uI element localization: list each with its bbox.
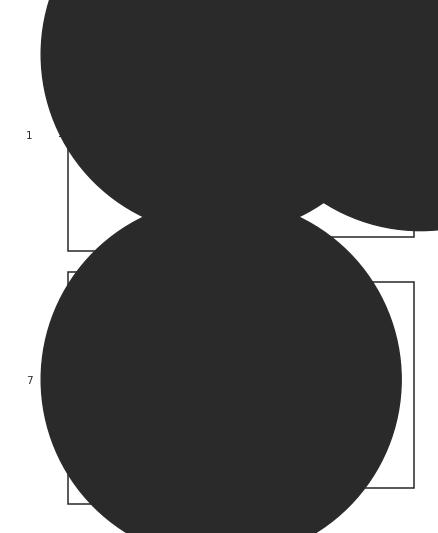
Circle shape — [353, 386, 357, 390]
FancyBboxPatch shape — [253, 110, 299, 136]
Circle shape — [271, 391, 275, 394]
Circle shape — [260, 384, 263, 388]
Text: 3: 3 — [136, 368, 142, 378]
FancyBboxPatch shape — [309, 96, 331, 123]
Text: 6: 6 — [247, 184, 254, 194]
Bar — [223, 21, 414, 237]
Circle shape — [342, 386, 346, 390]
Text: 4: 4 — [224, 63, 231, 73]
Circle shape — [286, 55, 291, 61]
Polygon shape — [114, 461, 141, 476]
Polygon shape — [335, 336, 376, 429]
FancyBboxPatch shape — [253, 357, 306, 411]
Circle shape — [314, 108, 325, 119]
Circle shape — [261, 55, 266, 61]
Circle shape — [341, 370, 346, 375]
Circle shape — [271, 397, 275, 401]
Circle shape — [293, 397, 297, 401]
Polygon shape — [122, 177, 150, 192]
Circle shape — [41, 199, 401, 533]
Circle shape — [271, 403, 275, 407]
Circle shape — [282, 403, 286, 407]
Text: 1: 1 — [26, 131, 33, 141]
Bar — [223, 282, 414, 488]
Circle shape — [353, 402, 357, 406]
Polygon shape — [94, 353, 124, 416]
Circle shape — [260, 397, 263, 401]
Circle shape — [258, 120, 265, 126]
Circle shape — [41, 0, 401, 235]
Circle shape — [282, 391, 286, 394]
Circle shape — [287, 120, 293, 126]
Bar — [68, 21, 215, 251]
Circle shape — [342, 402, 346, 406]
Text: 3: 3 — [145, 110, 151, 119]
Circle shape — [342, 417, 346, 422]
Text: 5: 5 — [315, 251, 322, 261]
Circle shape — [353, 370, 357, 375]
Circle shape — [364, 402, 369, 406]
Circle shape — [282, 384, 286, 388]
FancyBboxPatch shape — [258, 361, 283, 382]
Circle shape — [364, 386, 368, 390]
FancyBboxPatch shape — [145, 88, 166, 115]
Circle shape — [150, 100, 161, 111]
Circle shape — [141, 385, 152, 396]
Circle shape — [365, 417, 369, 422]
Circle shape — [353, 417, 358, 422]
Polygon shape — [287, 183, 314, 199]
Circle shape — [260, 391, 263, 394]
FancyBboxPatch shape — [136, 374, 158, 400]
Circle shape — [260, 403, 263, 407]
Text: 4: 4 — [424, 60, 430, 70]
Polygon shape — [102, 63, 139, 136]
Circle shape — [293, 384, 297, 388]
Circle shape — [282, 397, 286, 401]
Circle shape — [105, 390, 112, 398]
FancyBboxPatch shape — [255, 50, 297, 136]
Circle shape — [293, 391, 297, 394]
Bar — [68, 272, 215, 504]
Circle shape — [364, 354, 368, 359]
Text: 10: 10 — [312, 501, 325, 511]
Circle shape — [364, 370, 368, 375]
Text: 9: 9 — [224, 389, 231, 398]
Circle shape — [271, 384, 275, 388]
Text: 8: 8 — [84, 414, 91, 423]
Text: 2: 2 — [88, 166, 94, 175]
Circle shape — [240, 0, 438, 231]
FancyBboxPatch shape — [111, 91, 130, 114]
Circle shape — [293, 403, 297, 407]
Circle shape — [352, 354, 357, 359]
FancyBboxPatch shape — [259, 45, 293, 71]
Text: 7: 7 — [26, 376, 33, 386]
FancyBboxPatch shape — [259, 78, 293, 106]
Circle shape — [341, 354, 345, 359]
